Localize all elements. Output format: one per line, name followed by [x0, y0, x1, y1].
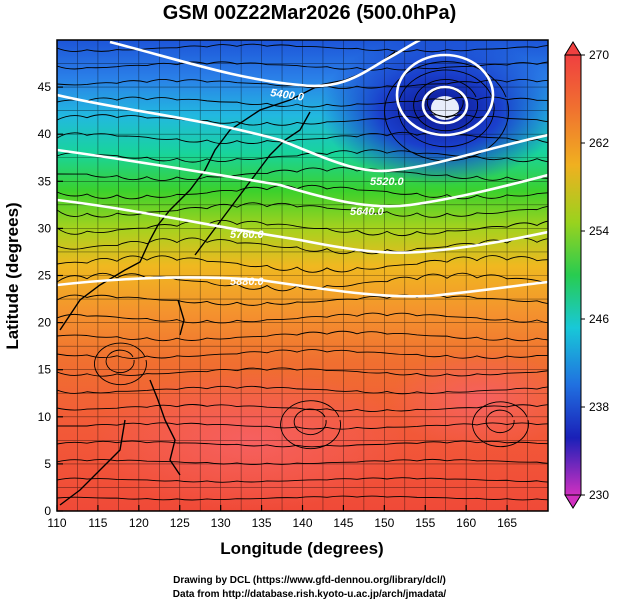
- colorbar-bottom-arrow: [564, 494, 582, 509]
- streamline: [57, 167, 548, 181]
- x-tick-label: 165: [497, 516, 517, 530]
- streamline: [280, 400, 341, 450]
- warm-pool: [90, 370, 410, 510]
- colorbar-tick-label: 270: [589, 48, 609, 62]
- streamline: [57, 367, 548, 377]
- streamline: [57, 422, 548, 430]
- y-tick-label: 5: [44, 457, 51, 471]
- contour-label-5880: 5880.0: [230, 276, 265, 288]
- x-tick-label: 135: [252, 516, 272, 530]
- japan-coast: [194, 111, 311, 256]
- x-tick-label: 125: [170, 516, 190, 530]
- height-contours: [57, 40, 548, 298]
- streamline: [57, 385, 548, 395]
- y-tick-label: 25: [38, 269, 52, 283]
- low-contour-inner: [421, 85, 469, 125]
- streamline: [57, 294, 548, 306]
- colorbar-tick-label: 262: [589, 136, 609, 150]
- x-tick-label: 160: [456, 516, 476, 530]
- colorbar: 230 238 246 254 262 270: [564, 41, 609, 509]
- y-tick-label: 35: [38, 174, 52, 188]
- streamline: [384, 61, 510, 162]
- streamline: [57, 131, 548, 145]
- y-tick-label: 0: [44, 504, 51, 518]
- streamline: [57, 272, 548, 292]
- credit-drawing: Drawing by DCL (https://www.gfd-dennou.o…: [173, 575, 446, 586]
- y-tick-label: 40: [38, 127, 52, 141]
- contour-5880: [57, 276, 548, 298]
- streamline: [57, 330, 548, 342]
- streamline: [94, 342, 147, 386]
- colorbar-tick-label: 246: [589, 312, 609, 326]
- streamline: [57, 43, 548, 53]
- streamline: [57, 312, 548, 324]
- map-title: GSM 00Z22Mar2026 (500.0hPa): [162, 2, 457, 24]
- streamline: [57, 96, 548, 108]
- x-tick-label: 110: [47, 516, 66, 530]
- contour-label-5760: 5760.0: [230, 229, 265, 241]
- colorbar-top-arrow: [564, 41, 582, 56]
- y-tick-label: 30: [38, 221, 52, 235]
- y-tick-label: 15: [38, 363, 52, 377]
- temperature-field: 5400.0 5520.0 5640.0 5760.0 5880.0: [57, 40, 548, 511]
- x-tick-label: 115: [88, 516, 107, 530]
- streamline: [57, 255, 548, 273]
- streamline: [57, 219, 548, 237]
- colorbar-tick-label: 254: [589, 224, 609, 238]
- low-contour-outer: [395, 53, 495, 137]
- indochina-coast: [59, 419, 126, 506]
- y-axis-ticks: 0 5 10 15 20 25 30 35 40 45: [38, 80, 63, 518]
- streamline: [293, 408, 327, 436]
- y-axis-label: Latitude (degrees): [3, 202, 22, 349]
- streamline: [57, 184, 548, 200]
- contour-label-5520: 5520.0: [370, 176, 405, 188]
- colorbar-tick-label: 238: [589, 400, 609, 414]
- x-tick-label: 120: [129, 516, 149, 530]
- low-center-spot: [431, 96, 459, 120]
- taiwan-coast: [177, 299, 185, 336]
- streamline: [57, 458, 548, 466]
- x-axis-label: Longitude (degrees): [220, 539, 383, 558]
- streamline: [485, 409, 515, 433]
- contour-5640: [57, 148, 548, 208]
- streamline: [413, 79, 479, 132]
- x-tick-label: 145: [333, 516, 353, 530]
- contour-label-5400: 5400.0: [270, 87, 306, 104]
- streamline: [57, 404, 548, 412]
- x-tick-label: 155: [415, 516, 435, 530]
- x-tick-label: 140: [292, 516, 312, 530]
- y-tick-label: 45: [38, 80, 52, 94]
- y-tick-label: 10: [38, 410, 52, 424]
- streamline: [57, 495, 548, 501]
- contour-5520: [57, 93, 548, 173]
- colorbar-scale: [564, 54, 582, 496]
- streamline: [57, 477, 548, 483]
- streamline: [57, 237, 548, 255]
- x-tick-label: 130: [211, 516, 231, 530]
- streamline: [397, 69, 495, 148]
- warm-pool-east: [390, 350, 548, 450]
- y-tick-label: 20: [38, 316, 52, 330]
- contour-label-5640: 5640.0: [350, 206, 385, 218]
- colorbar-tick-label: 230: [589, 488, 609, 502]
- asia-coast: [59, 51, 396, 331]
- contour-5760: [57, 198, 548, 255]
- x-tick-label: 150: [374, 516, 394, 530]
- streamline: [472, 401, 529, 448]
- streamline: [105, 349, 135, 373]
- contour-5400: [109, 40, 421, 88]
- coastlines: [59, 51, 396, 506]
- philippines-coast: [149, 379, 181, 476]
- credit-data: Data from http://database.rish.kyoto-u.a…: [172, 589, 447, 600]
- streamline: [57, 114, 548, 126]
- x-axis-ticks: 110 115 120 125 130 135 140 145 150 155 160 165: [47, 505, 517, 530]
- streamline: [57, 440, 548, 448]
- streamline: [57, 78, 548, 90]
